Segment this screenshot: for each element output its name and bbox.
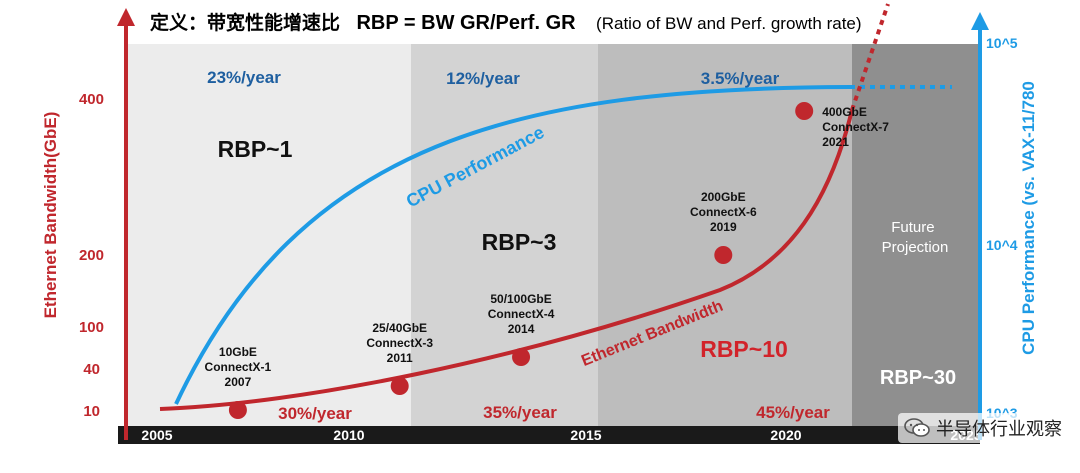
region-rbp-1-bg xyxy=(128,44,411,426)
data-point-label-line: 2014 xyxy=(508,322,535,336)
data-point-label-line: 10GbE xyxy=(219,345,257,359)
cpu-performance-curve xyxy=(174,85,851,405)
watermark: 半导体行业观察 xyxy=(898,413,1068,443)
future-projection-label: Future Projection xyxy=(882,219,949,256)
left-axis-label: Ethernet Bandwidth(GbE) xyxy=(41,112,60,319)
wechat-icon xyxy=(904,418,930,437)
region-rbp-10-bg xyxy=(598,44,852,426)
data-point-2007 xyxy=(228,401,247,419)
data-point-2019 xyxy=(714,246,733,264)
data-point-label-2014: 50/100GbE ConnectX-4 2014 xyxy=(488,292,555,336)
x-axis-bar xyxy=(118,426,980,444)
title-cn: 定义：带宽性能增速比 xyxy=(150,12,341,34)
chart-title: 定义：带宽性能增速比 RBP = BW GR/Perf. GR (Ratio o… xyxy=(150,8,862,35)
left-axis-arrow xyxy=(117,8,135,26)
data-point-label-line: 25/40GbE xyxy=(372,321,427,335)
title-formula: RBP = BW GR/Perf. GR xyxy=(356,12,576,34)
future-projection-line-2: Projection xyxy=(882,239,949,256)
data-point-label-line: 200GbE xyxy=(701,190,746,204)
data-point-label-line: ConnectX-7 xyxy=(822,120,889,134)
region-2-rbp-label: RBP~3 xyxy=(482,229,557,255)
ethernet-bandwidth-projection xyxy=(850,3,890,111)
region-4-rbp-label: RBP~30 xyxy=(880,367,956,389)
future-projection-line-1: Future xyxy=(891,219,934,236)
left-tick-100: 100 xyxy=(79,319,104,336)
watermark-text: 半导体行业观察 xyxy=(936,419,1062,440)
data-point-label-line: 400GbE xyxy=(822,105,867,119)
x-tick-2010: 2010 xyxy=(333,427,364,443)
data-point-label-2011: 25/40GbE ConnectX-3 2011 xyxy=(366,321,433,365)
title-subtitle: (Ratio of BW and Perf. growth rate) xyxy=(596,14,862,33)
region-2-bw-rate: 35%/year xyxy=(483,403,557,422)
region-3-bw-rate: 45%/year xyxy=(756,403,830,422)
data-point-label-2021: 400GbE ConnectX-7 2021 xyxy=(822,105,889,149)
region-3-cpu-rate: 3.5%/year xyxy=(701,69,780,88)
x-tick-2015: 2015 xyxy=(570,427,601,443)
data-point-label-line: 50/100GbE xyxy=(490,292,551,306)
data-point-label-2007: 10GbE ConnectX-1 2007 xyxy=(205,345,272,389)
right-tick-10-4: 10^4 xyxy=(986,237,1018,253)
region-rbp-30-bg xyxy=(852,44,978,426)
region-1-rbp-label: RBP~1 xyxy=(218,136,293,162)
data-point-label-line: ConnectX-6 xyxy=(690,205,757,219)
left-tick-40: 40 xyxy=(83,361,100,378)
data-point-2021 xyxy=(795,102,814,120)
data-point-label-2019: 200GbE ConnectX-6 2019 xyxy=(690,190,757,234)
data-point-label-line: 2007 xyxy=(225,375,252,389)
x-tick-2020: 2020 xyxy=(770,427,801,443)
data-point-label-line: ConnectX-1 xyxy=(205,360,272,374)
data-point-label-line: ConnectX-3 xyxy=(366,336,433,350)
left-tick-400: 400 xyxy=(79,91,104,108)
data-point-2014 xyxy=(512,348,531,366)
left-axis-ticks: 10 40 100 200 400 xyxy=(79,91,104,420)
region-3-rbp-label: RBP~10 xyxy=(700,336,788,362)
x-tick-2005: 2005 xyxy=(141,427,172,443)
region-1-cpu-rate: 23%/year xyxy=(207,68,281,87)
data-point-2011 xyxy=(390,377,409,395)
region-2-cpu-rate: 12%/year xyxy=(446,69,520,88)
right-axis-arrow xyxy=(971,12,989,30)
right-tick-10-5: 10^5 xyxy=(986,35,1018,51)
data-point-label-line: 2019 xyxy=(710,220,737,234)
ethernet-bandwidth-curve xyxy=(159,109,854,411)
right-axis-label: CPU Performance (vs. VAX-11/780 xyxy=(1019,81,1038,355)
left-tick-200: 200 xyxy=(79,247,104,264)
right-axis-ticks: 10^3 10^4 10^5 xyxy=(986,35,1018,421)
left-tick-10: 10 xyxy=(83,403,100,420)
data-point-label-line: 2021 xyxy=(822,135,849,149)
region-1-bw-rate: 30%/year xyxy=(278,404,352,423)
data-point-label-line: 2011 xyxy=(387,351,413,365)
data-point-label-line: ConnectX-4 xyxy=(488,307,555,321)
